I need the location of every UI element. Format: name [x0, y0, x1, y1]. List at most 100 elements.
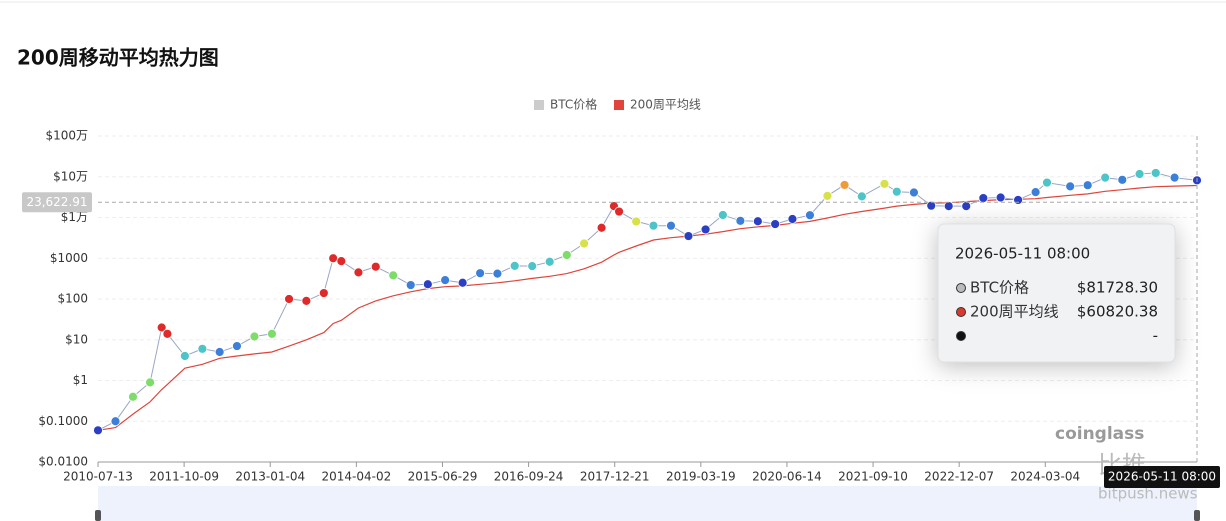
price-point [735, 215, 746, 226]
tooltip-value: - [1153, 327, 1158, 345]
price-point [909, 187, 919, 198]
tooltip-dot [956, 307, 966, 317]
price-point [1013, 195, 1024, 205]
price-point [110, 416, 121, 427]
price-point [1150, 168, 1161, 178]
price-point [596, 222, 607, 233]
price-point [232, 341, 242, 351]
price-point [1100, 172, 1111, 183]
price-point [388, 270, 399, 281]
price-point [891, 186, 902, 197]
price-point [93, 425, 103, 436]
crosshair-x-label: 2026-05-11 08:00 [1108, 470, 1216, 484]
price-point [717, 210, 728, 220]
tooltip-value: $60820.38 [1077, 303, 1158, 321]
price-point [926, 200, 937, 211]
price-point [770, 219, 781, 229]
zoom-handle[interactable] [95, 510, 101, 521]
price-point [145, 377, 155, 388]
price-point [156, 322, 167, 333]
y-tick-label: $100万 [45, 129, 88, 143]
price-point [978, 193, 989, 203]
x-tick-label: 2019-03-19 [666, 470, 736, 484]
watermark: coinglass [1055, 424, 1144, 444]
price-point [561, 250, 572, 260]
price-point [544, 256, 555, 267]
x-tick-label: 2016-09-24 [494, 470, 564, 484]
x-tick-label: 2013-01-04 [235, 470, 305, 484]
price-point [1082, 180, 1093, 191]
price-point [1030, 187, 1041, 198]
zoom-slider [98, 486, 1197, 521]
legend-swatch [534, 100, 544, 110]
tooltip-dot [956, 331, 966, 341]
tooltip-value: $81728.30 [1077, 279, 1158, 297]
price-point [700, 224, 711, 235]
price-point [249, 331, 260, 342]
price-point [318, 288, 329, 298]
legend-label: 200周平均线 [630, 98, 701, 112]
y-tick-label: $1000 [50, 251, 88, 265]
y-tick-label: $0.0100 [38, 455, 88, 469]
price-point [179, 351, 190, 361]
price-point [787, 214, 798, 224]
price-point [943, 201, 954, 212]
price-point [579, 238, 589, 249]
price-point [879, 178, 890, 189]
price-point [353, 267, 364, 278]
price-point [475, 268, 486, 279]
y-tick-label: $1万 [61, 210, 88, 224]
tooltip-box [937, 223, 1176, 363]
x-tick-label: 2015-06-29 [408, 470, 478, 484]
tooltip-title: 2026-05-11 08:00 [955, 245, 1090, 263]
zoom-handle[interactable] [1194, 510, 1200, 521]
price-point [614, 206, 624, 217]
price-point [752, 216, 763, 227]
x-tick-label: 2022-12-07 [924, 470, 994, 484]
legend-label: BTC价格 [550, 97, 597, 112]
price-point [839, 180, 850, 190]
crosshair-y-label: 23,622.91 [26, 195, 87, 209]
price-point [214, 347, 225, 357]
tooltip-name: BTC价格 [970, 279, 1029, 297]
price-point [1169, 172, 1180, 183]
y-tick-label: $0.1000 [38, 414, 88, 428]
price-point [128, 391, 138, 402]
watermark: bitpush.news [1098, 485, 1198, 503]
price-point [805, 210, 815, 221]
price-point [440, 275, 451, 286]
price-point [336, 256, 347, 267]
price-point [370, 261, 381, 272]
price-point [631, 216, 642, 227]
x-tick-label: 2021-09-10 [838, 470, 908, 484]
price-point [197, 343, 208, 354]
price-point [856, 191, 867, 202]
chart-title: 200周移动平均热力图 [17, 46, 219, 70]
y-tick-label: $10 [65, 332, 88, 346]
price-point [422, 279, 433, 290]
price-point [666, 220, 676, 231]
price-point [683, 231, 694, 241]
price-point [328, 253, 339, 264]
price-point [509, 260, 520, 271]
price-point [961, 201, 972, 212]
y-tick-label: $1 [73, 373, 88, 387]
price-point [1134, 169, 1145, 179]
legend-swatch [614, 100, 624, 110]
price-point [284, 294, 294, 304]
price-point [995, 192, 1006, 203]
price-point [301, 295, 312, 306]
y-tick-label: $10万 [53, 169, 88, 183]
x-tick-label: 2024-03-04 [1010, 470, 1080, 484]
x-tick-label: 2014-04-02 [321, 470, 391, 484]
price-point [492, 268, 503, 279]
y-tick-label: $100 [57, 292, 88, 306]
price-point [267, 328, 277, 339]
crosshair-y-badge [22, 192, 92, 213]
price-point [405, 280, 416, 290]
x-tick-label: 2020-06-14 [752, 470, 822, 484]
x-tick-label: 2010-07-13 [63, 470, 133, 484]
price-point [648, 220, 659, 231]
price-point [162, 328, 173, 339]
